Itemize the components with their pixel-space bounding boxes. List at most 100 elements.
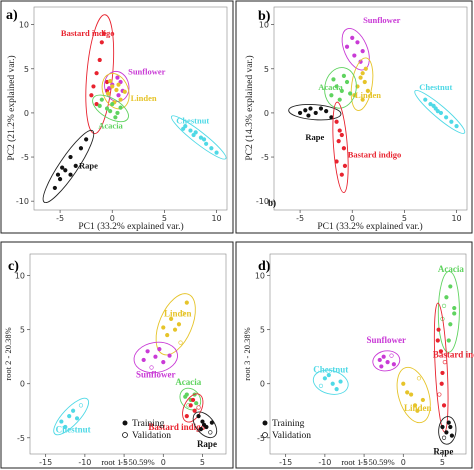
point-rape	[306, 113, 311, 118]
ellipse-chestnut	[312, 369, 349, 395]
ellipse-rape	[288, 103, 342, 121]
ellipse-bastard-indigo	[85, 14, 115, 135]
point-chestnut	[214, 150, 219, 155]
point-rape	[318, 106, 324, 111]
panel-a: a) -5 0 5 10 -10 -5 0 5 10 Bastard indigo Sunflowe…	[0, 0, 234, 234]
point-acacia	[108, 109, 113, 114]
point-linden	[105, 91, 111, 96]
point-bastard-indigo	[341, 146, 346, 151]
y-tick-label: 0	[24, 109, 29, 118]
point-bastard-indigo	[190, 397, 196, 403]
y-tick-label: -5	[17, 434, 25, 443]
point-rape	[68, 172, 73, 177]
x-tick-label: 0	[401, 458, 406, 467]
point-chestnut	[204, 141, 209, 146]
point-rape	[63, 168, 68, 173]
point-bastard-indigo	[89, 93, 94, 98]
point-bastard-indigo	[192, 408, 197, 413]
ellipse-linden	[396, 366, 431, 424]
point-chestnut	[191, 132, 196, 138]
point-chestnut	[78, 403, 84, 408]
panel-b-x-axis-label: PC1 (33.2% explained var.)	[317, 221, 422, 232]
y-tick-label: 5	[260, 326, 265, 335]
point-linden	[180, 311, 185, 316]
point-acacia	[446, 338, 451, 343]
point-chestnut	[63, 424, 68, 430]
series-label-bastard-indigo: Bastard indigo	[348, 149, 402, 159]
series-label-bastard-indigo: Bastard indigo	[148, 422, 205, 432]
ellipse-rape	[438, 416, 457, 445]
point-bastard-indigo	[439, 381, 444, 386]
point-rape	[313, 110, 318, 116]
point-sunflower	[360, 49, 365, 54]
point-sunflower	[161, 360, 166, 365]
point-sunflower	[153, 354, 158, 359]
ellipse-bastard-indigo	[332, 101, 349, 194]
point-rape	[303, 108, 308, 113]
point-rape	[324, 109, 329, 114]
x-tick-label: 5	[162, 214, 167, 223]
x-tick-label: -5	[56, 214, 64, 223]
x-tick-label: 10	[211, 214, 221, 223]
point-linden	[110, 84, 115, 89]
point-acacia	[110, 101, 115, 107]
point-chestnut	[67, 414, 72, 419]
point-acacia	[448, 284, 453, 289]
point-sunflower	[149, 365, 154, 370]
x-tick-label: 5	[200, 458, 205, 467]
x-tick-label: 0	[350, 214, 355, 223]
series-label-rape: Rape	[305, 132, 324, 142]
series-label-sunflower: Sunflower	[363, 15, 401, 25]
series-label-chestnut: Chestnut	[176, 115, 209, 125]
point-bastard-indigo	[337, 128, 342, 133]
y-tick-label: 5	[264, 65, 269, 74]
point-acacia	[348, 91, 353, 96]
panel-c-legend: Training Validation	[122, 419, 171, 441]
panel-a-plot-area	[33, 6, 228, 211]
point-linden	[161, 325, 166, 330]
point-acacia	[441, 303, 447, 308]
point-linden	[420, 397, 425, 403]
point-acacia	[118, 105, 123, 110]
point-linden	[116, 82, 121, 87]
y-tick-label: -10	[256, 197, 269, 206]
panel-c-legend-validation-marker	[122, 432, 128, 438]
point-linden	[178, 340, 183, 345]
panel-d: d) -15 -10 -5 0 5 -5 0 5 10 Acacia Sunflower Bastar…	[235, 241, 474, 469]
x-tick-label: 5	[440, 458, 445, 467]
point-chestnut	[183, 124, 188, 129]
point-acacia	[344, 79, 350, 85]
point-rape	[196, 414, 201, 419]
point-linden	[358, 75, 363, 80]
point-chestnut	[326, 372, 331, 378]
panel-d-plot-area	[269, 253, 467, 455]
point-chestnut	[181, 126, 186, 131]
point-bastard-indigo	[196, 405, 201, 410]
point-acacia	[331, 77, 336, 82]
point-rape	[440, 424, 445, 430]
point-sunflower	[115, 75, 120, 80]
point-linden	[362, 79, 367, 85]
point-chestnut	[198, 135, 204, 140]
point-chestnut	[330, 381, 335, 386]
point-bastard-indigo	[97, 57, 102, 63]
point-linden	[172, 327, 178, 332]
point-sunflower	[145, 349, 150, 354]
series-label-bastard-indigo: Bastard indigo	[61, 28, 115, 38]
point-bastard-indigo	[436, 327, 441, 332]
point-bastard-indigo	[334, 119, 339, 124]
series-label-chestnut: Chestnut	[313, 364, 348, 374]
point-bastard-indigo	[339, 132, 344, 138]
x-tick-label: -5	[296, 214, 304, 223]
point-bastard-indigo	[94, 71, 99, 76]
panel-a-y-axis-label: PC2 (21.2% explained var.)	[6, 55, 17, 160]
point-bastard-indigo	[336, 139, 341, 144]
point-chestnut	[423, 97, 428, 102]
x-tick-label: 10	[451, 214, 461, 223]
panel-c-legend-validation-label: Validation	[132, 431, 171, 441]
point-acacia	[329, 93, 334, 98]
point-chestnut	[188, 128, 193, 133]
point-bastard-indigo	[101, 31, 106, 36]
series-label-acacia: Acacia	[318, 82, 343, 92]
